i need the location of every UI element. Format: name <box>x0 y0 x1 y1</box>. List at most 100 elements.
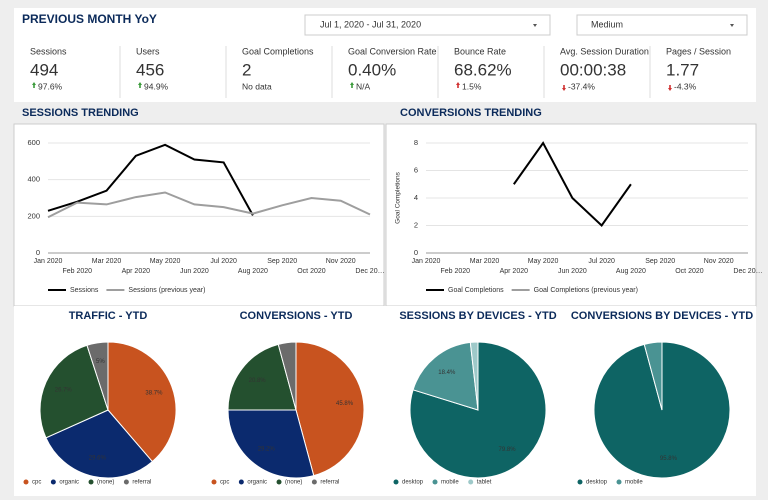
y-tick-label: 400 <box>27 175 40 184</box>
scorecard-value: 494 <box>30 60 58 79</box>
x-tick-label: Sep 2020 <box>267 258 297 265</box>
dropdown-caret <box>730 24 734 27</box>
legend-swatch <box>23 479 29 485</box>
y-tick-label: 2 <box>414 220 418 229</box>
x-tick-label: Dec 20… <box>355 268 384 275</box>
x-tick-label: Apr 2020 <box>500 268 529 275</box>
x-tick-label: Jul 2020 <box>588 258 615 265</box>
legend-swatch <box>616 479 622 485</box>
legend-label: organic <box>59 480 79 486</box>
pie-slice <box>107 341 177 463</box>
x-tick-label: Apr 2020 <box>122 268 151 275</box>
y-axis-label: Goal Completions <box>395 171 402 223</box>
slice-label: 26.7% <box>55 388 73 394</box>
scorecard-change: 97.6% <box>38 81 63 91</box>
scorecard-change: 94.9% <box>144 81 169 91</box>
legend-label: mobile <box>441 480 459 486</box>
legend-label: Sessions <box>70 287 99 294</box>
line-series <box>47 191 371 219</box>
date-picker[interactable] <box>304 14 551 36</box>
x-tick-label: Dec 20… <box>733 268 762 275</box>
legend-label: referral <box>132 480 151 486</box>
filter-value[interactable]: Medium <box>591 19 623 29</box>
scorecard-value: 1.77 <box>666 60 699 79</box>
scorecard-value: 00:00:38 <box>560 60 626 79</box>
x-tick-label: Mar 2020 <box>470 258 500 265</box>
legend-swatch <box>238 479 244 485</box>
y-tick-label: 600 <box>27 138 40 147</box>
scorecard-value: 68.62% <box>454 60 512 79</box>
chart-title: CONVERSIONS - YTD <box>240 310 353 322</box>
x-tick-label: Jan 2020 <box>412 258 441 265</box>
pie-slice <box>227 409 315 479</box>
legend-swatch <box>311 479 317 485</box>
pie-slice <box>409 341 547 479</box>
scorecard-change: 1.5% <box>462 81 482 91</box>
y-tick-label: 0 <box>36 248 40 257</box>
filter-dropdown[interactable] <box>576 14 748 36</box>
legend-label: Sessions (previous year) <box>128 287 205 294</box>
pie-slice <box>277 341 297 411</box>
y-tick-label: 6 <box>414 165 418 174</box>
scorecard-change: -4.3% <box>674 81 697 91</box>
legend-swatch <box>432 479 438 485</box>
scorecard-label: Bounce Rate <box>454 46 506 56</box>
x-tick-label: Jun 2020 <box>558 268 587 275</box>
legend-swatch <box>577 479 583 485</box>
legend-label: cpc <box>220 480 229 486</box>
x-tick-label: Jul 2020 <box>210 258 237 265</box>
chart-title: CONVERSIONS BY DEVICES - YTD <box>571 310 753 322</box>
scorecard-value: 456 <box>136 60 164 79</box>
y-tick-label: 0 <box>414 248 418 257</box>
legend-label: referral <box>320 480 339 486</box>
y-tick-label: 200 <box>27 211 40 220</box>
slice-label: 38.7% <box>145 391 163 397</box>
scorecard-label: Pages / Session <box>666 46 731 56</box>
trend-arrow <box>562 85 566 91</box>
trend-arrow <box>456 82 460 88</box>
legend-swatch <box>50 479 56 485</box>
chart-panel <box>13 123 385 307</box>
y-tick-label: 8 <box>414 138 418 147</box>
scorecard-label: Users <box>136 46 160 56</box>
x-tick-label: Sep 2020 <box>645 258 675 265</box>
legend-swatch <box>276 479 282 485</box>
scorecard-change: N/A <box>356 81 371 91</box>
chart-title: SESSIONS BY DEVICES - YTD <box>399 310 556 322</box>
slice-label: 45.8% <box>336 401 354 407</box>
trend-arrow <box>350 82 354 88</box>
pie-slice <box>412 341 479 411</box>
legend-label: (none) <box>97 480 114 486</box>
scorecard-label: Avg. Session Duration <box>560 46 649 56</box>
pie-slice <box>295 341 365 477</box>
scorecard-label: Sessions <box>30 46 67 56</box>
slice-label: 95.8% <box>660 456 678 462</box>
scorecard-label: Goal Completions <box>242 46 314 56</box>
legend-swatch <box>123 479 129 485</box>
pie-slice <box>227 343 297 411</box>
x-tick-label: Nov 2020 <box>704 258 734 265</box>
legend-swatch <box>468 479 474 485</box>
chart-title: CONVERSIONS TRENDING <box>400 107 542 119</box>
x-tick-label: Oct 2020 <box>675 268 704 275</box>
legend-label: Goal Completions <box>448 287 504 294</box>
legend-label: cpc <box>32 480 41 486</box>
scorecard-value: 0.40% <box>348 60 396 79</box>
scorecard-change: No data <box>242 81 272 91</box>
slice-label: 20.8% <box>249 378 267 384</box>
scorecard-row <box>14 42 756 102</box>
date-range[interactable]: Jul 1, 2020 - Jul 31, 2020 <box>320 19 421 29</box>
pie-slice <box>469 341 479 411</box>
legend-label: mobile <box>625 480 643 486</box>
chart-title: TRAFFIC - YTD <box>69 310 148 322</box>
legend-swatch <box>88 479 94 485</box>
legend-label: Goal Completions (previous year) <box>534 287 638 294</box>
legend-label: organic <box>247 480 267 486</box>
x-tick-label: Oct 2020 <box>297 268 326 275</box>
scorecard-value: 2 <box>242 60 251 79</box>
x-tick-label: Feb 2020 <box>62 268 92 275</box>
line-series <box>47 143 254 216</box>
x-tick-label: Jun 2020 <box>180 268 209 275</box>
slice-label: 79.8% <box>499 447 517 453</box>
